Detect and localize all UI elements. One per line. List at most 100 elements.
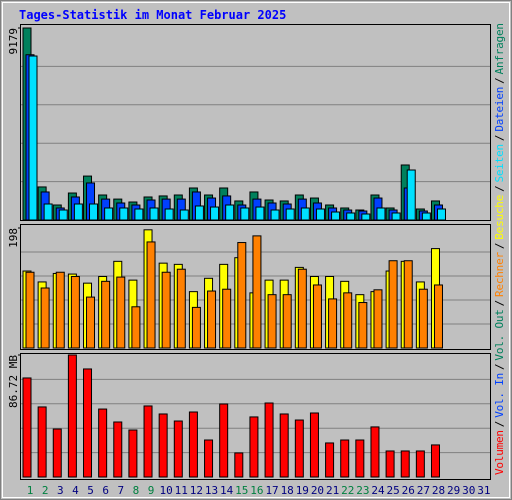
bar (67, 354, 77, 478)
x-tick-label: 7 (117, 484, 124, 497)
bar (430, 444, 440, 478)
chart-title: Tages-Statistik im Monat Februar 2025 (19, 8, 286, 22)
x-tick-label: 9 (148, 484, 155, 497)
bar (149, 207, 159, 221)
bar (119, 207, 129, 221)
x-tick-label: 6 (102, 484, 109, 497)
y-tick-label: 9179 (7, 28, 20, 55)
x-tick-label: 22 (341, 484, 354, 497)
legend-entry: Vol. Out (493, 309, 506, 360)
bar (385, 450, 395, 478)
bar (28, 55, 38, 221)
bar (270, 209, 280, 221)
bar (83, 368, 93, 478)
y-tick-label: 86.72 MB (7, 355, 20, 408)
legend-entry: Seiten (493, 144, 506, 183)
bar (297, 268, 307, 349)
bar (264, 402, 274, 478)
bar (421, 212, 431, 221)
x-tick-label: 27 (417, 484, 430, 497)
bar (234, 452, 244, 478)
bar (222, 288, 232, 349)
bar (285, 208, 295, 221)
x-tick-label: 15 (235, 484, 248, 497)
x-tick-label: 29 (447, 484, 460, 497)
bar (25, 271, 35, 349)
x-tick-label: 2 (42, 484, 49, 497)
legend-separator: / (493, 77, 506, 84)
legend-separator: / (493, 300, 506, 307)
bar (173, 420, 183, 478)
x-tick-label: 17 (265, 484, 278, 497)
bar (128, 429, 138, 478)
bar (279, 413, 289, 478)
x-tick-label: 11 (175, 484, 188, 497)
bar (55, 271, 65, 349)
x-tick-label: 31 (477, 484, 490, 497)
bar (204, 439, 214, 478)
x-tick-label: 20 (311, 484, 324, 497)
bar (98, 408, 108, 478)
bar (300, 207, 310, 221)
bar (406, 169, 416, 221)
x-tick-label: 10 (160, 484, 173, 497)
x-tick-label: 30 (462, 484, 475, 497)
bar (116, 276, 126, 349)
bar (161, 271, 171, 349)
bar (52, 428, 62, 478)
bar (73, 203, 83, 221)
legend-separator: / (493, 363, 506, 370)
bar (22, 377, 32, 478)
x-tick-label: 5 (87, 484, 94, 497)
x-tick-label: 26 (402, 484, 415, 497)
bar (101, 280, 111, 349)
bar (240, 207, 250, 221)
bar (436, 208, 446, 221)
bar (237, 242, 247, 349)
bar (415, 450, 425, 478)
x-tick-label: 23 (356, 484, 369, 497)
bar (143, 405, 153, 478)
bar (294, 419, 304, 478)
x-tick-label: 18 (281, 484, 294, 497)
x-tick-label: 12 (190, 484, 203, 497)
legend-separator: / (493, 242, 506, 249)
bar (373, 289, 383, 349)
bar (343, 292, 353, 349)
legend-entry: Volumen (493, 430, 506, 475)
bar (433, 284, 443, 349)
bar (255, 206, 265, 221)
x-tick-label: 25 (386, 484, 399, 497)
bar (176, 268, 186, 349)
bar (355, 439, 365, 478)
bar (403, 260, 413, 349)
bar (309, 412, 319, 478)
bar (346, 212, 356, 221)
bar (328, 298, 338, 349)
legend-entry: Dateien (493, 87, 506, 132)
bar (188, 411, 198, 478)
bar (164, 208, 174, 221)
bar (58, 209, 68, 221)
legend-entry: Anfragen (493, 23, 506, 74)
bar (225, 204, 235, 221)
x-tick-label: 14 (220, 484, 234, 497)
bar (340, 439, 350, 478)
bar (391, 212, 401, 221)
bar (315, 208, 325, 221)
x-tick-label: 28 (432, 484, 445, 497)
bar (219, 403, 229, 478)
x-tick-label: 21 (326, 484, 339, 497)
legend-entry: Besuche (493, 195, 506, 240)
bar (361, 213, 371, 221)
bar (400, 450, 410, 478)
legend-separator: / (493, 421, 506, 428)
x-tick-label: 16 (250, 484, 263, 497)
bar (40, 287, 50, 349)
bar (252, 235, 262, 349)
legend-entry: Vol. In (493, 373, 506, 418)
bar (37, 406, 47, 478)
x-tick-label: 1 (27, 484, 34, 497)
